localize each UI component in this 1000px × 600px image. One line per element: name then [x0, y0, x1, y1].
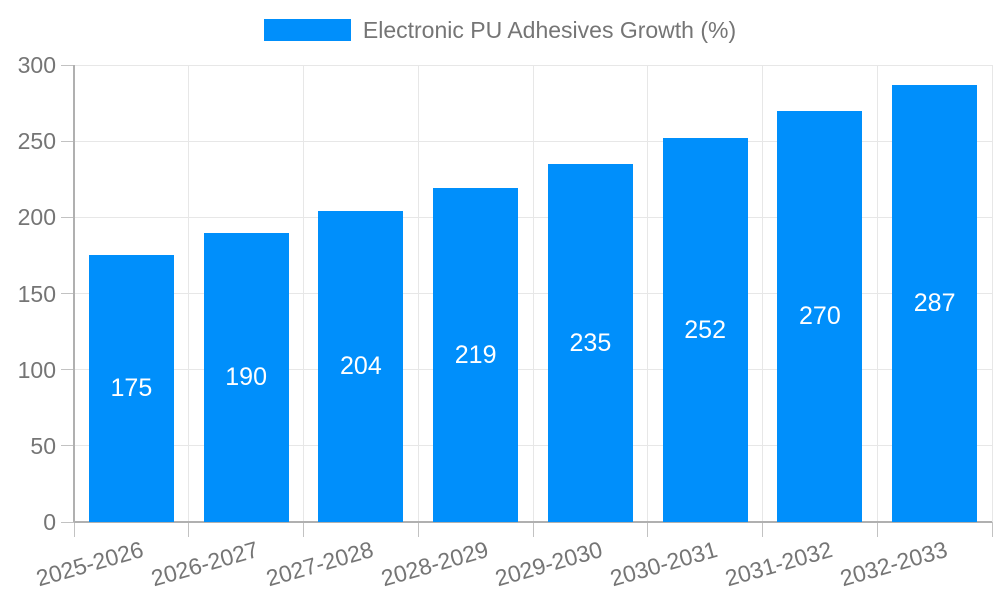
x-axis-tick	[303, 522, 304, 537]
bar[interactable]: 270	[777, 110, 863, 522]
bar-value-label: 252	[684, 315, 726, 344]
x-tick-label: 2027-2028	[263, 536, 377, 592]
x-tick-label: 2028-2029	[377, 536, 491, 592]
x-gridline	[417, 65, 419, 522]
x-tick-label: 2029-2030	[492, 536, 606, 592]
y-tick-label: 300	[17, 52, 56, 78]
bar[interactable]: 175	[88, 255, 174, 522]
bar-value-label: 270	[799, 301, 841, 330]
bar-value-label: 235	[569, 328, 612, 357]
legend[interactable]: Electronic PU Adhesives Growth (%)	[0, 14, 1000, 46]
x-tick-label: 2025-2026	[33, 536, 147, 592]
bar[interactable]: 235	[547, 164, 633, 522]
x-gridline	[303, 65, 304, 522]
bar-value-label: 190	[225, 362, 267, 391]
x-gridline	[762, 65, 763, 522]
x-axis-tick	[73, 522, 75, 537]
bar-value-label: 175	[110, 374, 153, 403]
x-gridline	[647, 65, 649, 522]
bar-value-label: 219	[454, 340, 497, 369]
y-axis-tick	[61, 521, 74, 523]
x-gridline	[876, 65, 878, 522]
x-axis-tick	[876, 522, 878, 537]
x-gridline	[188, 65, 190, 522]
legend-swatch	[263, 19, 351, 41]
x-axis-line	[74, 521, 992, 523]
x-tick-label: 2031-2032	[722, 536, 836, 592]
bar[interactable]: 287	[892, 84, 978, 522]
bar[interactable]: 190	[203, 232, 289, 522]
bar[interactable]: 204	[318, 211, 404, 522]
y-axis-tick	[61, 140, 74, 142]
y-axis-tick	[61, 64, 74, 66]
bar[interactable]: 252	[662, 138, 748, 522]
bar[interactable]: 219	[433, 188, 519, 522]
x-gridline	[532, 65, 534, 522]
x-tick-label: 2030-2031	[607, 536, 721, 592]
y-tick-label: 0	[43, 509, 56, 535]
x-axis-tick	[762, 522, 763, 537]
y-axis-tick	[61, 369, 74, 371]
legend-label: Electronic PU Adhesives Growth (%)	[362, 16, 737, 43]
x-axis-tick	[991, 522, 993, 537]
bar-value-label: 287	[913, 288, 956, 317]
x-axis-tick	[417, 522, 419, 537]
y-axis-line	[73, 65, 75, 522]
y-tick-label: 250	[17, 128, 56, 155]
y-tick-label: 200	[17, 204, 56, 231]
y-axis-tick	[61, 445, 74, 447]
y-axis-tick	[61, 293, 74, 294]
y-tick-label: 100	[17, 356, 56, 383]
y-axis-tick	[61, 216, 74, 218]
x-gridline	[991, 65, 993, 522]
y-tick-label: 150	[17, 280, 56, 307]
x-axis-tick	[532, 522, 534, 537]
y-tick-label: 50	[30, 432, 56, 459]
x-tick-label: 2026-2027	[148, 536, 262, 592]
x-tick-label: 2032-2033	[836, 536, 950, 592]
bar-value-label: 204	[340, 352, 382, 381]
x-axis-tick	[188, 522, 190, 537]
x-axis-tick	[647, 522, 649, 537]
